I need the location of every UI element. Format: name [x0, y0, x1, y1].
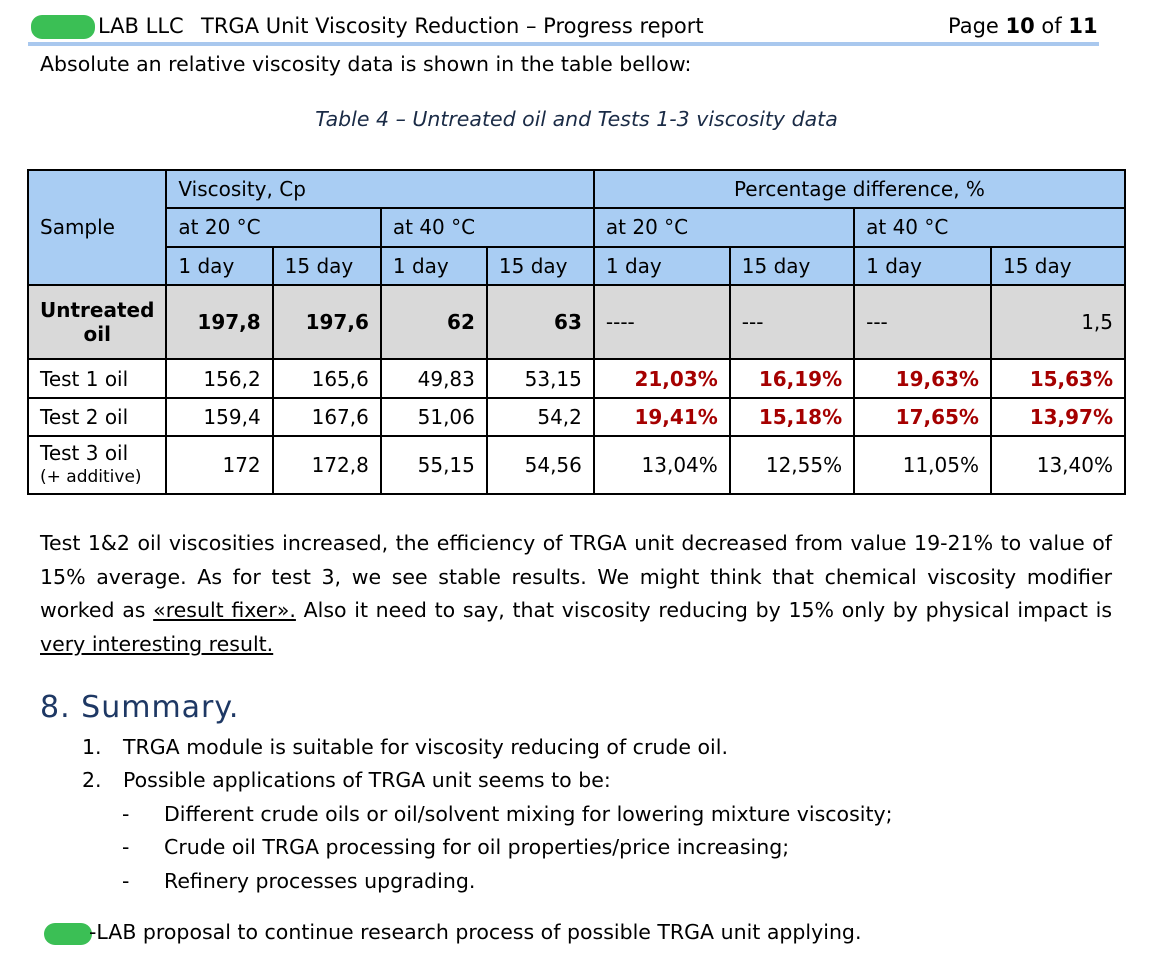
header-pct-at20: at 20 °C [592, 207, 856, 248]
conclusion-paragraph: Test 1&2 oil viscosities increased, the … [40, 527, 1112, 661]
pct-cell: 13,97% [989, 396, 1127, 438]
redacted-logo [31, 15, 95, 39]
company-name: LAB LLC [98, 14, 184, 38]
pct-cell: 21,03% [592, 358, 731, 399]
page-indicator: Page 10 of 11 [948, 14, 1098, 38]
table-row-test2: Test 2 oil 159,4 167,6 51,06 54,2 19,41%… [26, 396, 1127, 438]
item-text: TRGA module is suitable for viscosity re… [123, 735, 728, 759]
header-visc-at20: at 20 °C [165, 207, 382, 248]
pct-cell: 17,65% [853, 396, 992, 438]
sample-cell: Untreated oil [26, 283, 168, 361]
header-day-1: 1 day [379, 245, 488, 286]
value-cell: 165,6 [271, 358, 382, 399]
pct-cell: --- [728, 283, 856, 361]
header-visc-at40: at 40 °C [379, 207, 595, 248]
page-prefix: Page [948, 14, 1006, 38]
value-cell: 63 [485, 283, 595, 361]
value-cell: 197,8 [165, 283, 274, 361]
header-day-1: 1 day [165, 245, 274, 286]
header-percentage: Percentage difference, % [592, 168, 1127, 210]
header-viscosity: Viscosity, Cp [165, 168, 595, 210]
item-text: Possible applications of TRGA unit seems… [123, 768, 611, 792]
value-cell: 167,6 [271, 396, 382, 438]
header-day-15: 15 day [271, 245, 382, 286]
header-day-15: 15 day [728, 245, 856, 286]
pct-cell: 12,55% [728, 435, 856, 495]
table-row-test1: Test 1 oil 156,2 165,6 49,83 53,15 21,03… [26, 358, 1127, 399]
sample-cell: Test 3 oil (+ additive) [26, 435, 168, 495]
header-row-2: at 20 °C at 40 °C at 20 °C at 40 °C [28, 207, 1126, 248]
pct-cell: --- [853, 283, 992, 361]
header-day-15: 15 day [989, 245, 1127, 286]
pct-cell: 19,63% [853, 358, 992, 399]
value-cell: 156,2 [165, 358, 274, 399]
header-rule [28, 42, 1099, 46]
pct-cell: 16,19% [728, 358, 856, 399]
table-row-untreated: Untreated oil 197,8 197,6 62 63 ---- ---… [26, 283, 1127, 361]
page-current: 10 [1005, 14, 1035, 38]
value-cell: 49,83 [379, 358, 488, 399]
subitem-text: Refinery processes upgrading. [164, 869, 476, 893]
sample-name: Test 3 oil [40, 441, 129, 465]
pct-cell: ---- [592, 283, 731, 361]
pct-cell: 19,41% [592, 396, 731, 438]
page-total: 11 [1068, 14, 1098, 38]
sample-note: (+ additive) [40, 467, 142, 487]
page-of: of [1034, 14, 1069, 38]
value-cell: 53,15 [485, 358, 595, 399]
interesting-result-link[interactable]: very interesting result. [40, 631, 274, 656]
dash-bullet: - [122, 835, 130, 859]
value-cell: 51,06 [379, 396, 488, 438]
value-cell: 197,6 [271, 283, 382, 361]
pct-cell: 15,63% [989, 358, 1127, 399]
dash-bullet: - [122, 802, 130, 826]
header-day-1: 1 day [853, 245, 992, 286]
subitem-text: Different crude oils or oil/solvent mixi… [164, 802, 893, 826]
table-caption: Table 4 – Untreated oil and Tests 1-3 vi… [315, 107, 838, 131]
header-row-3: 1 day 15 day 1 day 15 day 1 day 15 day 1… [28, 245, 1127, 286]
pct-cell: 13,40% [989, 435, 1127, 495]
report-title: TRGA Unit Viscosity Reduction – Progress… [201, 14, 704, 38]
result-fixer-link[interactable]: «result fixer». [153, 598, 296, 622]
header-pct-at40: at 40 °C [853, 207, 1126, 248]
pct-cell: 13,04% [592, 435, 731, 495]
intro-text: Absolute an relative viscosity data is s… [40, 52, 692, 76]
para-text-2: Also it need to say, that viscosity redu… [295, 598, 1112, 622]
item-number: 2. [82, 768, 102, 792]
value-cell: 54,2 [485, 396, 595, 438]
header-day-15: 15 day [485, 245, 595, 286]
value-cell: 172,8 [271, 435, 382, 495]
pct-cell: 15,18% [728, 396, 856, 438]
table-row-test3: Test 3 oil (+ additive) 172 172,8 55,15 … [26, 435, 1127, 495]
redacted-name [44, 923, 92, 945]
sample-cell: Test 2 oil [26, 396, 168, 438]
proposal-text: -LAB proposal to continue research proce… [89, 920, 862, 944]
value-cell: 54,56 [485, 435, 595, 495]
pct-cell: 1,5 [989, 283, 1127, 361]
value-cell: 172 [165, 435, 274, 495]
value-cell: 159,4 [165, 396, 274, 438]
value-cell: 55,15 [379, 435, 488, 495]
para-text-1: Test 1&2 oil viscosities increased, the … [40, 531, 1112, 622]
item-number: 1. [82, 735, 102, 759]
dash-bullet: - [122, 869, 130, 893]
value-cell: 62 [379, 283, 488, 361]
header-row-1: Sample Viscosity, Cp Percentage differen… [26, 168, 1127, 286]
pct-cell: 11,05% [853, 435, 992, 495]
subitem-text: Crude oil TRGA processing for oil proper… [164, 835, 790, 859]
summary-heading: 8. Summary. [40, 690, 240, 725]
header-day-1: 1 day [592, 245, 731, 286]
header-sample: Sample [26, 169, 168, 286]
viscosity-table: Sample Viscosity, Cp Percentage differen… [26, 168, 1127, 495]
sample-cell: Test 1 oil [26, 358, 168, 399]
